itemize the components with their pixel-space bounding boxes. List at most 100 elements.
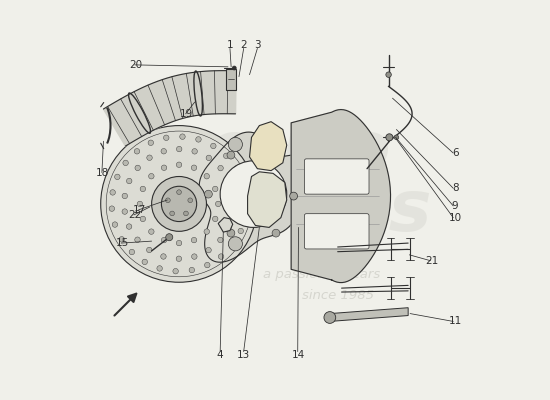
Circle shape	[146, 247, 152, 253]
Circle shape	[135, 237, 140, 242]
Circle shape	[220, 161, 287, 228]
Circle shape	[170, 211, 174, 216]
Circle shape	[114, 174, 120, 180]
Text: euro: euro	[206, 118, 391, 188]
Text: 19: 19	[180, 109, 194, 119]
Circle shape	[205, 262, 210, 268]
Text: 6: 6	[452, 148, 459, 158]
Circle shape	[230, 209, 236, 215]
Circle shape	[184, 211, 188, 216]
Circle shape	[386, 72, 391, 78]
Circle shape	[272, 229, 280, 237]
Circle shape	[112, 222, 118, 227]
Text: a passion for cars: a passion for cars	[263, 268, 381, 281]
Circle shape	[110, 190, 115, 195]
Circle shape	[191, 165, 197, 170]
Circle shape	[191, 237, 197, 243]
Circle shape	[394, 135, 399, 140]
Circle shape	[140, 216, 146, 222]
Circle shape	[122, 193, 128, 199]
Circle shape	[119, 236, 124, 242]
Text: 10: 10	[449, 213, 462, 223]
Circle shape	[228, 237, 243, 251]
Circle shape	[218, 165, 223, 171]
Text: 4: 4	[217, 350, 223, 360]
Circle shape	[142, 259, 147, 265]
Circle shape	[234, 166, 239, 171]
Text: 8: 8	[452, 183, 459, 193]
Circle shape	[152, 176, 206, 231]
Text: 18: 18	[96, 168, 109, 178]
Circle shape	[272, 151, 280, 159]
Text: 2: 2	[240, 40, 247, 50]
Polygon shape	[218, 218, 233, 232]
Circle shape	[238, 228, 244, 234]
Circle shape	[204, 229, 210, 234]
FancyBboxPatch shape	[304, 159, 369, 194]
Text: 13: 13	[237, 350, 250, 360]
Polygon shape	[103, 71, 236, 146]
Polygon shape	[199, 132, 322, 262]
Circle shape	[295, 190, 302, 198]
Circle shape	[137, 201, 142, 207]
Circle shape	[228, 137, 243, 152]
Text: 20: 20	[129, 60, 142, 70]
Circle shape	[212, 216, 218, 222]
Circle shape	[163, 135, 169, 140]
Circle shape	[205, 190, 212, 198]
Circle shape	[206, 247, 211, 253]
Circle shape	[109, 206, 114, 211]
Text: 21: 21	[425, 256, 438, 266]
Circle shape	[324, 312, 336, 323]
Circle shape	[173, 268, 178, 274]
Circle shape	[161, 254, 166, 259]
Text: 17: 17	[133, 205, 146, 215]
Circle shape	[230, 242, 235, 248]
Circle shape	[206, 155, 212, 161]
Circle shape	[177, 190, 182, 194]
Text: 22: 22	[128, 210, 141, 220]
Circle shape	[243, 213, 248, 218]
Text: 9: 9	[452, 201, 459, 211]
Text: 15: 15	[116, 238, 129, 248]
Circle shape	[216, 201, 221, 207]
Circle shape	[232, 66, 236, 70]
Text: 3: 3	[254, 40, 261, 50]
FancyBboxPatch shape	[304, 214, 369, 249]
Circle shape	[192, 149, 197, 154]
Circle shape	[177, 240, 182, 246]
Text: 11: 11	[449, 316, 462, 326]
Circle shape	[101, 126, 257, 282]
Circle shape	[177, 146, 182, 152]
Circle shape	[129, 249, 135, 255]
Circle shape	[189, 267, 195, 273]
Polygon shape	[291, 110, 390, 283]
Circle shape	[177, 162, 182, 168]
Circle shape	[147, 155, 152, 160]
Circle shape	[240, 180, 246, 186]
Circle shape	[161, 237, 167, 243]
Circle shape	[161, 148, 167, 154]
Text: 1: 1	[227, 40, 233, 50]
Circle shape	[166, 198, 170, 203]
Circle shape	[226, 178, 232, 184]
Circle shape	[126, 224, 132, 229]
Circle shape	[134, 148, 140, 154]
Circle shape	[166, 234, 173, 241]
Polygon shape	[330, 308, 408, 322]
Circle shape	[123, 160, 128, 166]
Circle shape	[188, 198, 192, 203]
Circle shape	[161, 186, 197, 222]
Circle shape	[157, 266, 162, 271]
Polygon shape	[250, 122, 287, 171]
Circle shape	[230, 194, 236, 199]
Circle shape	[227, 229, 235, 237]
Circle shape	[176, 256, 182, 262]
Circle shape	[148, 140, 153, 146]
Circle shape	[148, 229, 154, 234]
FancyBboxPatch shape	[226, 69, 236, 90]
Circle shape	[126, 178, 132, 184]
Circle shape	[244, 196, 249, 202]
Circle shape	[223, 153, 229, 158]
Polygon shape	[248, 172, 287, 228]
